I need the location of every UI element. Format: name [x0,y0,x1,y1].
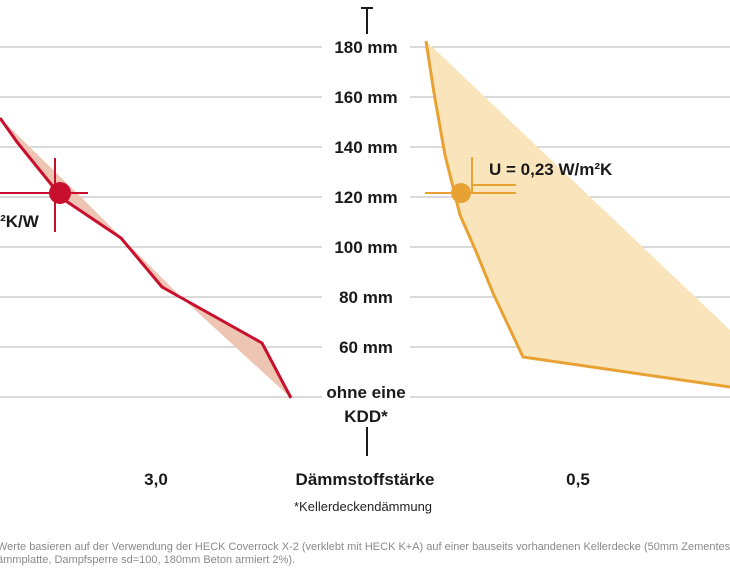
y-tick-label: 120 mm [334,188,397,207]
series-2-line [424,40,730,389]
series-1-line [0,117,293,399]
series-1-band [0,118,291,398]
disclaimer: Werte basieren auf der Verwendung der HE… [0,541,730,567]
y-tick-label: 160 mm [334,88,397,107]
series-1-marker [49,182,71,204]
disclaimer-line-2: ämmplatte, Dampfsperre sd=100, 180mm Bet… [0,554,296,566]
footnote: *Kellerdeckendämmung [294,499,433,514]
series-2-annotation: U = 0,23 W/m²K [489,160,613,179]
series-1-annotation: m²K/W [0,212,40,231]
left-x-label: 3,0 [144,470,168,489]
markers: m²K/W U = 0,23 W/m²K [0,157,613,232]
series-2-band [426,41,730,387]
y-tick-bottom-line1: ohne eine [326,383,405,402]
series-2-marker [451,183,471,203]
y-tick-labels: 180 mm 160 mm 140 mm 120 mm 100 mm 80 mm 60 mm [334,38,397,357]
y-tick-label: 180 mm [334,38,397,57]
y-tick-label: 140 mm [334,138,397,157]
center-axis-label: Dämmstoffstärke [296,470,435,489]
y-tick-label: 80 mm [339,288,393,307]
disclaimer-line-1: Werte basieren auf der Verwendung der HE… [0,541,730,553]
y-tick-label: 60 mm [339,338,393,357]
y-tick-bottom-line2: KDD* [344,407,388,426]
right-x-label: 0,5 [566,470,590,489]
y-tick-label: 100 mm [334,238,397,257]
series-areas [0,40,730,399]
